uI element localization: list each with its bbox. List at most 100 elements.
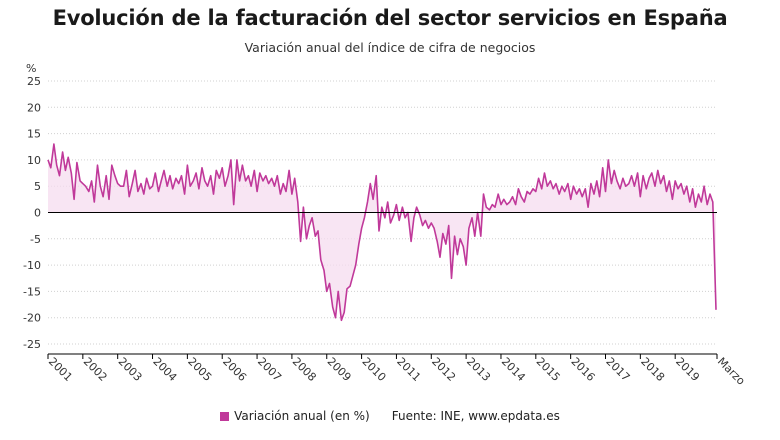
data-point [494, 206, 496, 208]
data-point [317, 230, 319, 232]
data-point [172, 188, 174, 190]
data-point [303, 206, 305, 208]
data-point [619, 188, 621, 190]
data-point [712, 201, 714, 203]
data-point [291, 193, 293, 195]
data-point [175, 178, 177, 180]
data-point [451, 278, 453, 280]
data-point [570, 199, 572, 201]
data-point [94, 201, 96, 203]
data-point [706, 204, 708, 206]
data-point [695, 206, 697, 208]
x-tick-label: 2001 [46, 355, 75, 384]
source-note: Fuente: INE, www.epdata.es [391, 409, 560, 423]
data-point [213, 193, 215, 195]
data-point [132, 183, 134, 185]
data-point [518, 188, 520, 190]
data-point [53, 143, 55, 145]
data-point [82, 183, 84, 185]
data-point [524, 201, 526, 203]
data-point [689, 201, 691, 203]
chart-legend: Variación anual (en %) Fuente: INE, www.e… [0, 409, 780, 423]
data-point [541, 188, 543, 190]
series-area [48, 144, 716, 321]
data-point [352, 275, 354, 277]
y-tick-label: -20 [23, 312, 41, 325]
data-point [378, 230, 380, 232]
data-point [416, 206, 418, 208]
x-tick-label: 2010 [359, 355, 388, 384]
data-point [146, 178, 148, 180]
data-point [274, 185, 276, 187]
data-point [587, 206, 589, 208]
data-point [552, 188, 554, 190]
data-point [309, 225, 311, 227]
data-point [120, 185, 122, 187]
data-point [703, 185, 705, 187]
data-point [262, 180, 264, 182]
y-tick-label: -25 [23, 338, 41, 351]
data-point [230, 159, 232, 161]
data-point [683, 193, 685, 195]
data-point [114, 175, 116, 177]
data-point [204, 180, 206, 182]
data-point [143, 193, 145, 195]
data-point [102, 196, 104, 198]
data-point [515, 204, 517, 206]
data-point [195, 172, 197, 174]
data-point [677, 188, 679, 190]
data-point [239, 180, 241, 182]
data-point [425, 220, 427, 222]
data-point [198, 188, 200, 190]
data-point [419, 214, 421, 216]
data-point [100, 185, 102, 187]
data-point [428, 228, 430, 230]
data-point [47, 159, 49, 161]
data-point [442, 233, 444, 235]
y-axis-label: % [26, 62, 36, 75]
data-point [105, 175, 107, 177]
data-point [622, 178, 624, 180]
data-point [398, 220, 400, 222]
data-point [59, 175, 61, 177]
data-point [355, 264, 357, 266]
data-point [660, 183, 662, 185]
data-point [201, 167, 203, 169]
data-point [672, 199, 674, 201]
data-point [71, 172, 73, 174]
data-point [248, 175, 250, 177]
data-point [140, 183, 142, 185]
data-point [370, 183, 372, 185]
data-point [163, 170, 165, 172]
data-point [97, 164, 99, 166]
data-point [625, 185, 627, 187]
data-point [158, 191, 160, 193]
data-point [160, 180, 162, 182]
data-point [311, 217, 313, 219]
x-tick-label: 2017 [603, 355, 632, 384]
x-tick-label: 2005 [185, 355, 214, 384]
data-point [611, 183, 613, 185]
data-point [335, 317, 337, 319]
data-point [221, 167, 223, 169]
data-point [65, 170, 67, 172]
data-point [224, 185, 226, 187]
data-point [219, 178, 221, 180]
data-point [367, 201, 369, 203]
data-point [558, 193, 560, 195]
data-point [187, 164, 189, 166]
data-point [254, 170, 256, 172]
x-tick-label: 2014 [499, 355, 528, 384]
data-point [413, 217, 415, 219]
data-point [193, 180, 195, 182]
data-point [404, 217, 406, 219]
data-point [616, 180, 618, 182]
y-tick-label: 5 [34, 180, 41, 193]
x-tick-label: 2019 [673, 355, 702, 384]
data-point [358, 243, 360, 245]
data-point [323, 270, 325, 272]
data-point [410, 241, 412, 243]
data-point [433, 228, 435, 230]
data-point [663, 175, 665, 177]
data-point [463, 246, 465, 248]
